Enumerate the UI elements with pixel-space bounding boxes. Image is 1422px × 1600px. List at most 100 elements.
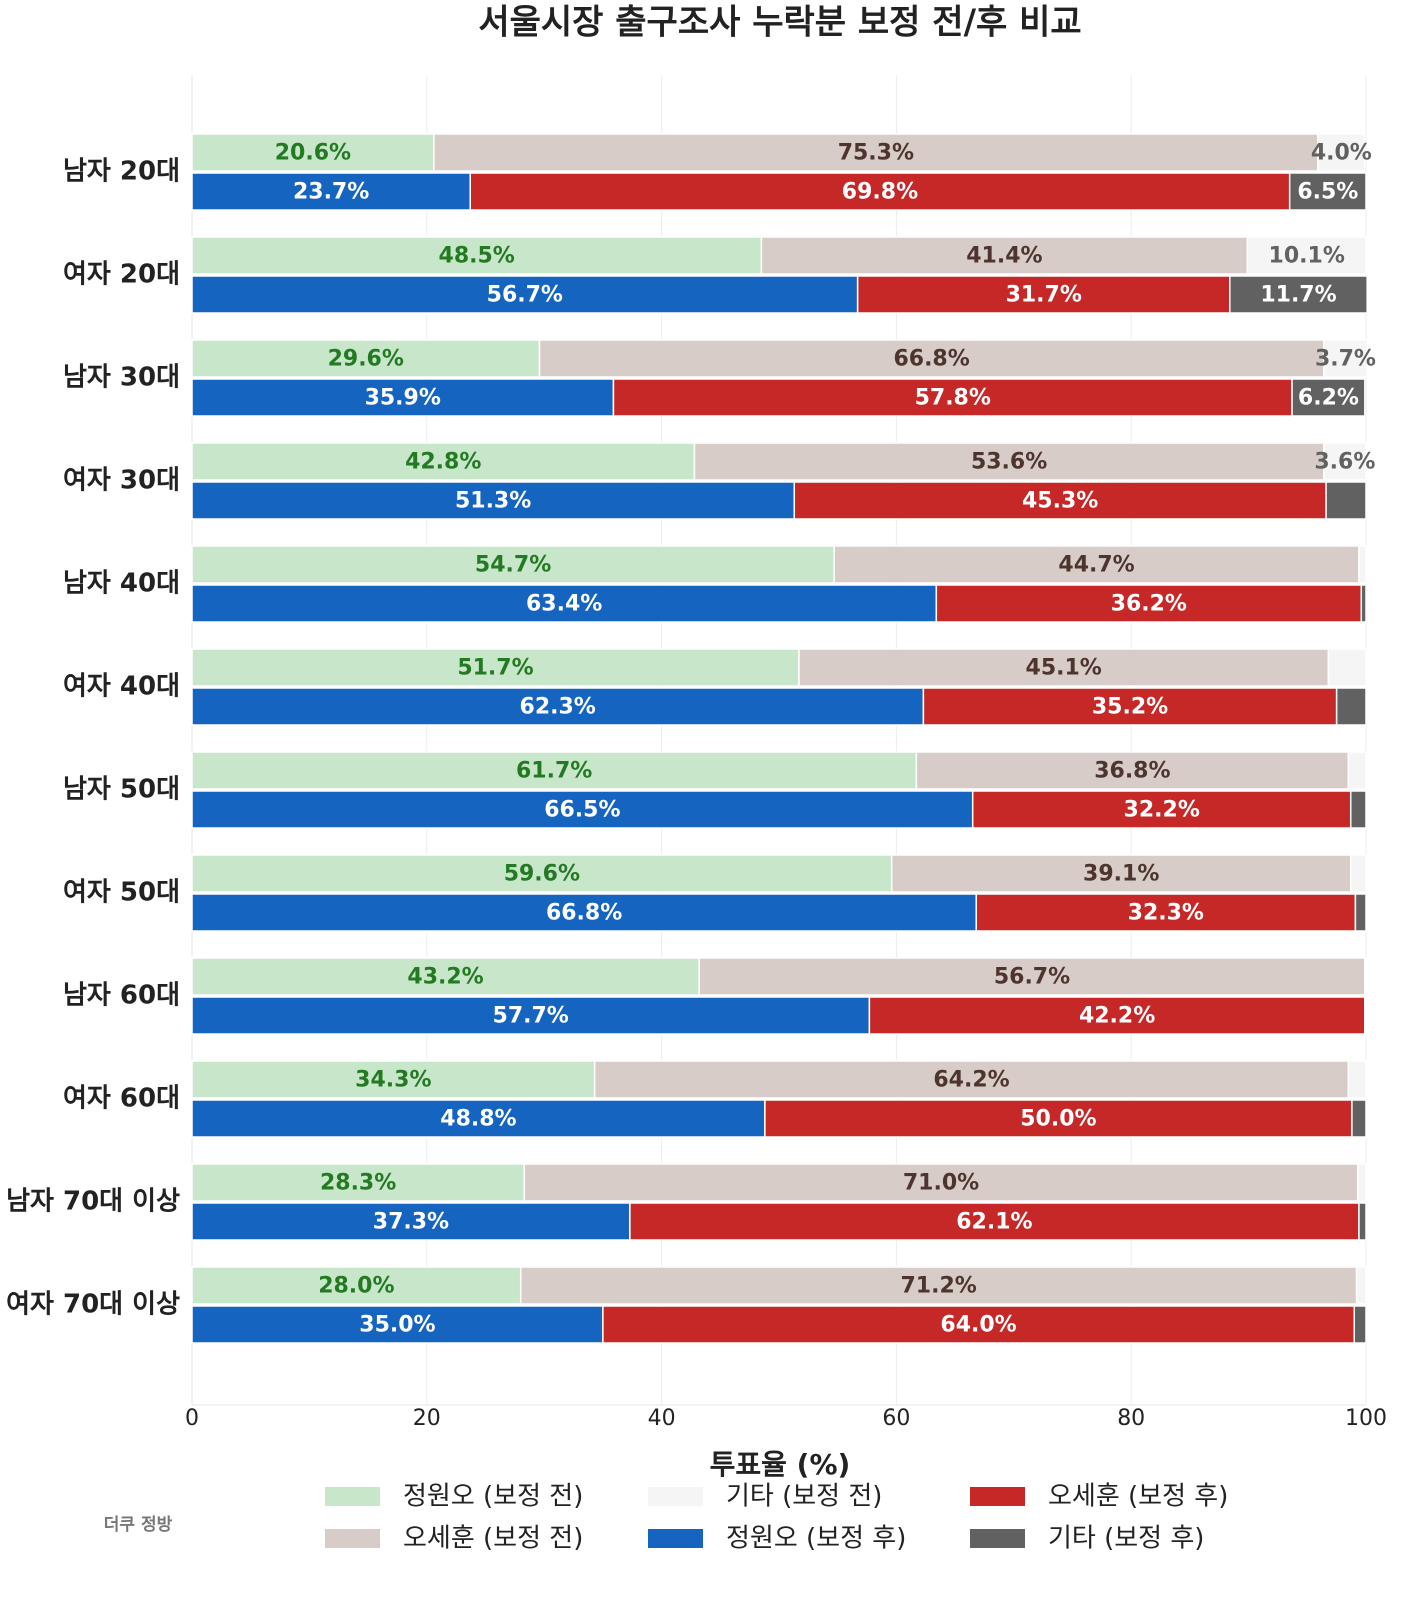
data-label: 42.8% <box>405 450 481 475</box>
data-label: 37.3% <box>373 1210 449 1235</box>
bar-segment <box>1322 442 1367 481</box>
data-label: 59.6% <box>504 862 580 887</box>
bar-segment <box>191 1202 631 1241</box>
bar-segment <box>1357 1163 1367 1202</box>
bar-segment <box>1358 1202 1367 1241</box>
data-label: 23.7% <box>293 180 369 205</box>
bar-segment <box>1288 172 1367 211</box>
y-tick-label: 남자 50대 <box>63 775 180 805</box>
bar-segment <box>915 751 1350 790</box>
data-label: 48.5% <box>439 244 515 269</box>
bar-segment <box>793 481 1327 520</box>
bar-segment <box>191 1060 596 1099</box>
legend-label: 정원오 (보정 전) <box>403 1482 583 1512</box>
bar-segment <box>1291 378 1366 417</box>
data-label: 28.3% <box>320 1171 396 1196</box>
bar-segment <box>1349 790 1367 829</box>
data-label: 35.2% <box>1092 695 1168 720</box>
bar-segment <box>191 687 925 726</box>
bar-segment <box>764 1099 1353 1138</box>
legend-swatch <box>970 1529 1025 1548</box>
bar-segment <box>693 442 1325 481</box>
bar-segment <box>191 133 435 172</box>
x-tick-label: 20 <box>413 1406 441 1431</box>
data-label: 53.6% <box>971 450 1047 475</box>
bar-segment <box>698 957 1366 996</box>
bar-segment <box>1335 687 1367 726</box>
data-label: 28.0% <box>318 1274 394 1299</box>
bar-segment <box>760 236 1249 275</box>
bar-segment <box>519 1266 1358 1305</box>
data-label: 4.0% <box>1311 141 1372 166</box>
bar-segment <box>191 1305 604 1344</box>
data-label: 57.8% <box>915 386 991 411</box>
bar-segment <box>1229 275 1368 314</box>
data-label: 29.6% <box>328 347 404 372</box>
bar-segment <box>1364 996 1367 1035</box>
bar-segment <box>523 1163 1359 1202</box>
data-label: 44.7% <box>1058 553 1134 578</box>
data-label: 6.2% <box>1298 386 1359 411</box>
data-label: 75.3% <box>838 141 914 166</box>
data-label: 3.6% <box>1314 450 1375 475</box>
bar-segment <box>935 584 1363 623</box>
bar-segment <box>1322 339 1368 378</box>
legend-label: 오세훈 (보정 후) <box>1048 1482 1228 1512</box>
bar-segment <box>1351 1099 1367 1138</box>
bar-segment <box>1347 751 1367 790</box>
legend-label: 기타 (보정 전) <box>726 1482 882 1512</box>
bar-segment <box>1360 584 1367 623</box>
bar-segment <box>191 996 871 1035</box>
y-tick-label: 여자 70대 이상 <box>6 1290 180 1320</box>
y-tick-label: 여자 30대 <box>63 466 180 496</box>
y-tick-label: 여자 40대 <box>63 672 180 702</box>
bar-segment <box>1347 1060 1367 1099</box>
data-label: 6.5% <box>1297 180 1358 205</box>
bar-segment <box>191 957 700 996</box>
bar-segment <box>602 1305 1356 1344</box>
x-tick-label: 60 <box>882 1406 910 1431</box>
bar-segment <box>191 751 918 790</box>
y-tick-label: 여자 20대 <box>63 260 180 290</box>
y-tick-label: 남자 30대 <box>63 363 180 393</box>
bar-segment <box>191 1163 525 1202</box>
data-label: 56.7% <box>994 965 1070 990</box>
data-label: 43.2% <box>407 965 483 990</box>
bar-segment <box>191 545 835 584</box>
bar-segment <box>1358 545 1367 584</box>
data-label: 66.8% <box>893 347 969 372</box>
data-label: 71.2% <box>900 1274 976 1299</box>
bar-segment <box>1353 1305 1367 1344</box>
legend-swatch <box>325 1529 380 1548</box>
bar-segment <box>1325 481 1367 520</box>
data-label: 34.3% <box>355 1068 431 1093</box>
data-label: 50.0% <box>1020 1107 1096 1132</box>
bar-segment <box>1327 648 1367 687</box>
chart-title: 서울시장 출구조사 누락분 보정 전/후 비교 <box>478 3 1081 43</box>
data-label: 54.7% <box>475 553 551 578</box>
data-label: 36.2% <box>1111 592 1187 617</box>
watermark: 더쿠 정방 <box>104 1515 173 1535</box>
data-label: 66.5% <box>544 798 620 823</box>
legend-swatch <box>970 1487 1025 1506</box>
bar-segment <box>191 1099 766 1138</box>
bar-segment <box>191 584 938 623</box>
data-label: 61.7% <box>516 759 592 784</box>
data-label: 56.7% <box>487 283 563 308</box>
data-label: 42.2% <box>1079 1004 1155 1029</box>
data-label: 41.4% <box>966 244 1042 269</box>
bar-segment <box>191 378 615 417</box>
data-label: 45.3% <box>1022 489 1098 514</box>
x-tick-label: 80 <box>1117 1406 1145 1431</box>
bar-segment <box>833 545 1360 584</box>
y-tick-label: 여자 60대 <box>63 1084 180 1114</box>
x-tick-label: 0 <box>185 1406 199 1431</box>
data-label: 66.8% <box>546 901 622 926</box>
bar-segment <box>1246 236 1367 275</box>
bar-segment <box>975 893 1357 932</box>
y-tick-label: 남자 20대 <box>63 157 180 187</box>
data-label: 36.8% <box>1094 759 1170 784</box>
y-tick-label: 남자 40대 <box>63 569 180 599</box>
data-label: 62.3% <box>520 695 596 720</box>
